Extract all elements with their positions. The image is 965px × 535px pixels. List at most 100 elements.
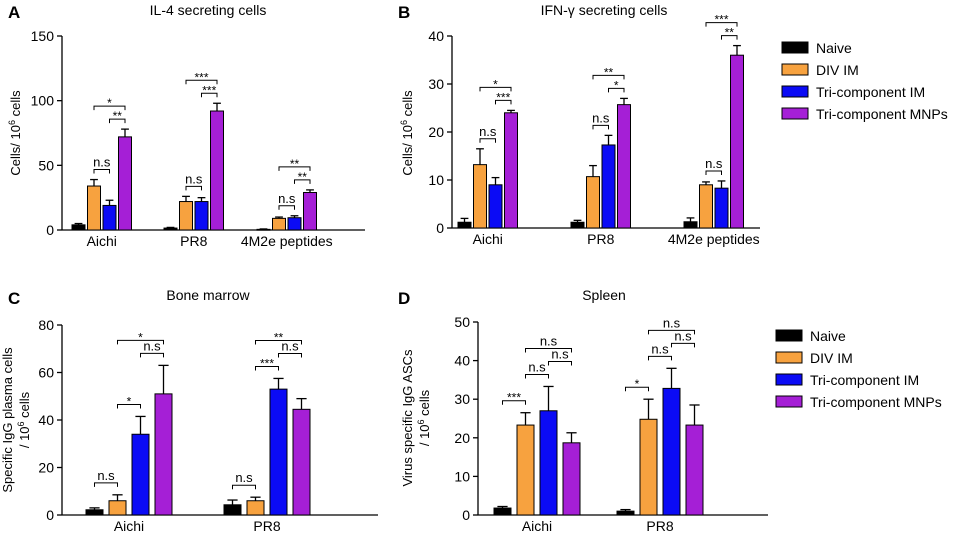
- bar-tri-component-mnps: [685, 424, 704, 516]
- significance-label: ***: [260, 356, 274, 370]
- bar-div-im: [87, 185, 101, 231]
- significance-bracket: [608, 87, 625, 93]
- bar-div-im: [473, 164, 487, 229]
- y-tick-label: 10: [454, 468, 470, 484]
- significance-bracket: [255, 339, 302, 345]
- significance-label: n.s: [592, 110, 610, 125]
- bar-naive: [223, 504, 242, 516]
- y-tick-label: 20: [454, 430, 470, 446]
- significance-label: *: [127, 394, 132, 408]
- panel-letter: D: [398, 289, 410, 308]
- significance-bracket: [502, 400, 526, 405]
- significance-label: *: [614, 78, 619, 92]
- y-tick-label: 40: [454, 353, 470, 369]
- y-axis-label: Cells/ 106 cells: [7, 90, 23, 176]
- significance-label: n.s: [528, 359, 546, 374]
- legend-2: Naive DIV IM Tri-component IM Tri-component…: [775, 328, 942, 410]
- bar-div-im: [272, 217, 286, 231]
- bar-div-im: [179, 201, 193, 231]
- significance-bracket: [117, 403, 141, 409]
- significance-label: n.s: [551, 346, 569, 361]
- bar-naive: [71, 224, 86, 231]
- bar-tri-component-im: [539, 410, 558, 516]
- y-tick-label: 0: [46, 222, 54, 238]
- bar-tri-component-mnps: [504, 112, 518, 229]
- significance-label: *: [493, 77, 498, 91]
- legend-swatch: [781, 41, 809, 54]
- significance-label: n.s: [540, 333, 558, 348]
- y-tick-label: 40: [38, 412, 54, 428]
- bar-tri-component-im: [601, 144, 616, 229]
- significance-label: n.s: [479, 124, 497, 139]
- legend-label: Tri-component MNPs: [816, 106, 948, 122]
- significance-bracket: [648, 329, 695, 335]
- bar-tri-component-im: [488, 184, 503, 229]
- legend-swatch: [781, 63, 809, 76]
- significance-label: n.s: [663, 315, 681, 330]
- y-tick-label: 20: [38, 460, 54, 476]
- significance-bracket: [109, 118, 126, 124]
- significance-bracket: [479, 138, 496, 143]
- significance-bracket: [705, 22, 738, 27]
- bar-tri-component-mnps: [617, 104, 631, 229]
- chart-title: Spleen: [582, 287, 626, 303]
- y-axis-label: Virus specific IgG ASCs/ 106 cells: [400, 349, 432, 487]
- significance-bracket: [185, 79, 218, 85]
- panel-c: C Bone marrow 0 20 40 60 80 Specific IgG plasma…: [0, 287, 378, 534]
- significance-label: ***: [507, 391, 521, 405]
- significance-bracket: [495, 99, 512, 105]
- panel-a: A IL-4 secreting cells 0 50 100 150 Cells/ 106…: [7, 2, 365, 249]
- y-tick-label: 100: [31, 93, 55, 109]
- category-label: PR8: [646, 518, 673, 534]
- legend-label: Tri-component IM: [810, 372, 919, 388]
- chart-title: IFN-γ secreting cells: [541, 2, 668, 18]
- panel-letter: A: [8, 3, 20, 22]
- y-tick-label: 20: [428, 124, 444, 140]
- bar-tri-component-mnps: [292, 408, 311, 516]
- significance-bracket: [94, 482, 118, 487]
- legend-label: Naive: [810, 328, 846, 344]
- significance-bracket: [185, 185, 202, 191]
- legend-label: Naive: [816, 40, 852, 56]
- y-tick-label: 40: [428, 28, 444, 44]
- bar-div-im: [516, 424, 535, 516]
- significance-bracket: [93, 169, 110, 174]
- significance-bracket: [525, 347, 572, 353]
- category-label: Aichi: [114, 518, 144, 534]
- significance-bracket: [625, 386, 649, 392]
- bar-tri-component-im: [714, 187, 729, 229]
- significance-bracket: [671, 342, 695, 348]
- bar-tri-component-im: [131, 433, 150, 516]
- significance-bracket: [721, 35, 738, 40]
- legend-swatch: [775, 373, 803, 386]
- significance-bracket: [648, 355, 672, 361]
- significance-bracket: [705, 170, 722, 175]
- y-tick-label: 80: [38, 317, 54, 333]
- significance-bracket: [592, 124, 609, 130]
- legend-label: DIV IM: [810, 350, 853, 366]
- significance-bracket: [201, 92, 218, 98]
- significance-bracket: [294, 179, 311, 184]
- bar-naive: [163, 227, 178, 231]
- significance-bracket: [525, 373, 549, 379]
- bar-tri-component-im: [662, 387, 681, 516]
- bar-tri-component-mnps: [303, 191, 317, 231]
- significance-label: n.s: [235, 470, 253, 485]
- y-axis-label-line1: Virus specific IgG ASCs: [400, 349, 415, 487]
- significance-label: *: [138, 330, 143, 344]
- legend-swatch: [775, 329, 803, 342]
- y-tick-label: 60: [38, 365, 54, 381]
- bar-tri-component-mnps: [562, 442, 581, 516]
- significance-label: **: [604, 65, 614, 79]
- legend-swatch: [775, 395, 803, 408]
- category-label: PR8: [180, 233, 207, 249]
- significance-label: *: [635, 377, 640, 391]
- legend-label: DIV IM: [816, 62, 859, 78]
- bar-div-im: [639, 418, 658, 516]
- bar-naive: [683, 221, 698, 229]
- y-axis-label-text: Cells/ 106 cells: [7, 90, 23, 176]
- y-axis-label: Cells/ 106 cells: [399, 90, 415, 176]
- significance-label: ***: [202, 83, 216, 97]
- significance-bracket: [255, 365, 279, 371]
